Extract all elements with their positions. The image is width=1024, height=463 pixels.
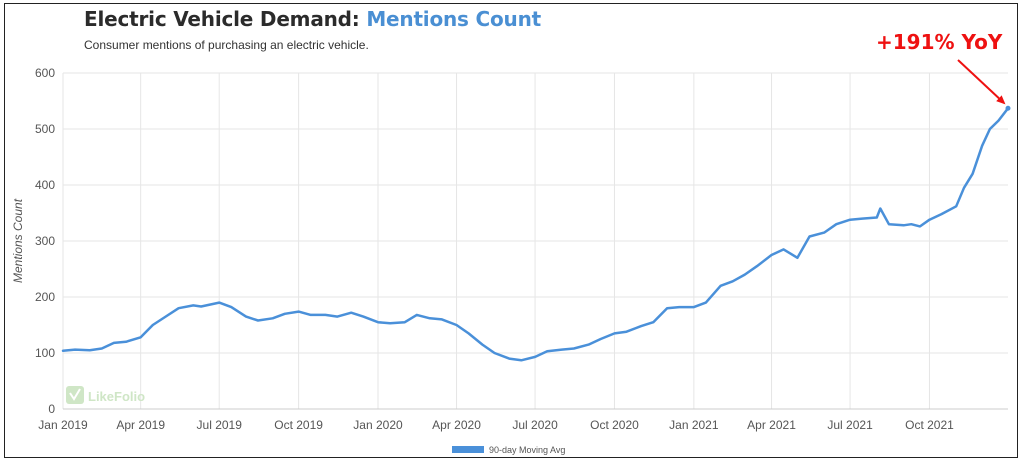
- x-tick-label: Jan 2021: [669, 418, 719, 432]
- yoy-annotation: +191% YoY: [876, 30, 1003, 54]
- chart-title-highlight: Mentions Count: [366, 7, 541, 31]
- y-tick-label: 500: [35, 122, 55, 136]
- series-line-90day: [61, 107, 1010, 362]
- y-tick-label: 300: [35, 234, 55, 248]
- legend-swatch: [452, 446, 484, 453]
- x-tick-label: Apr 2020: [432, 418, 481, 432]
- x-tick-label: Jul 2020: [512, 418, 558, 432]
- chart-title: Electric Vehicle Demand: Mentions Count: [84, 7, 541, 31]
- x-tick-label: Oct 2019: [274, 418, 323, 432]
- x-tick-label: Apr 2019: [116, 418, 165, 432]
- annotation-arrow: [957, 59, 1006, 105]
- x-tick-label: Jul 2021: [827, 418, 873, 432]
- x-tick-label: Jul 2019: [197, 418, 243, 432]
- chart-grid: [62, 72, 1008, 410]
- x-tick-label: Jan 2020: [353, 418, 403, 432]
- watermark-check-icon: [69, 388, 81, 401]
- x-tick-label: Jan 2019: [38, 418, 88, 432]
- y-tick-label: 100: [35, 346, 55, 360]
- chart-title-prefix: Electric Vehicle Demand:: [84, 7, 367, 31]
- y-tick-label: 0: [48, 402, 55, 416]
- x-tick-label: Oct 2020: [590, 418, 639, 432]
- y-tick-label: 400: [35, 178, 55, 192]
- watermark-logo-icon: [66, 386, 84, 404]
- y-tick-label: 200: [35, 290, 55, 304]
- chart-subtitle: Consumer mentions of purchasing an elect…: [84, 38, 369, 52]
- watermark-text: LikeFolio: [88, 389, 145, 404]
- legend: 90-day Moving Avg: [452, 445, 565, 455]
- series-end-point: [1005, 105, 1011, 111]
- x-tick-label: Oct 2021: [905, 418, 954, 432]
- x-axis: Jan 2019 Apr 2019 Jul 2019 Oct 2019 Jan 2020…: [38, 418, 954, 432]
- chart-frame: [4, 3, 1018, 458]
- y-axis: 0 100 200 300 400 500 600: [35, 66, 55, 416]
- y-tick-label: 600: [35, 66, 55, 80]
- x-tick-label: Apr 2021: [747, 418, 796, 432]
- legend-label: 90-day Moving Avg: [489, 445, 565, 455]
- watermark: LikeFolio: [66, 386, 145, 404]
- y-axis-title: Mentions Count: [11, 198, 25, 283]
